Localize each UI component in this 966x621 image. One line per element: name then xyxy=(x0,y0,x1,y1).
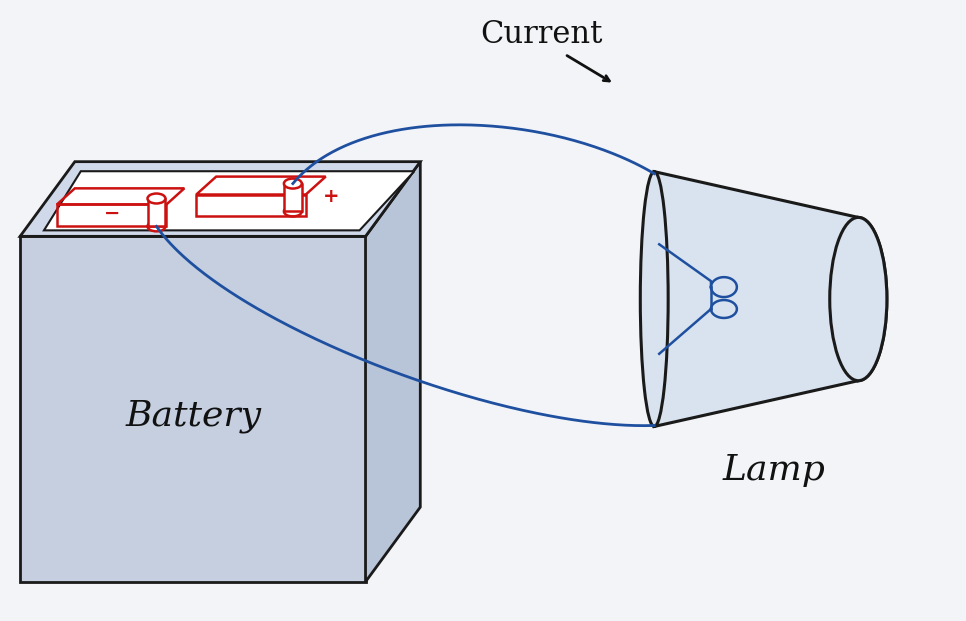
Polygon shape xyxy=(20,237,365,582)
Polygon shape xyxy=(365,161,420,582)
Ellipse shape xyxy=(148,194,165,204)
Ellipse shape xyxy=(148,222,165,232)
Text: Battery: Battery xyxy=(126,399,261,433)
Text: −: − xyxy=(103,204,120,223)
Polygon shape xyxy=(44,171,414,230)
Text: +: + xyxy=(323,187,339,206)
Ellipse shape xyxy=(830,217,887,381)
Text: Current: Current xyxy=(480,19,603,50)
Text: Lamp: Lamp xyxy=(723,453,825,487)
FancyBboxPatch shape xyxy=(284,184,301,211)
Ellipse shape xyxy=(284,179,301,189)
Ellipse shape xyxy=(640,171,668,427)
Polygon shape xyxy=(20,161,420,237)
Polygon shape xyxy=(654,171,887,427)
FancyBboxPatch shape xyxy=(148,199,165,227)
Ellipse shape xyxy=(284,206,301,217)
